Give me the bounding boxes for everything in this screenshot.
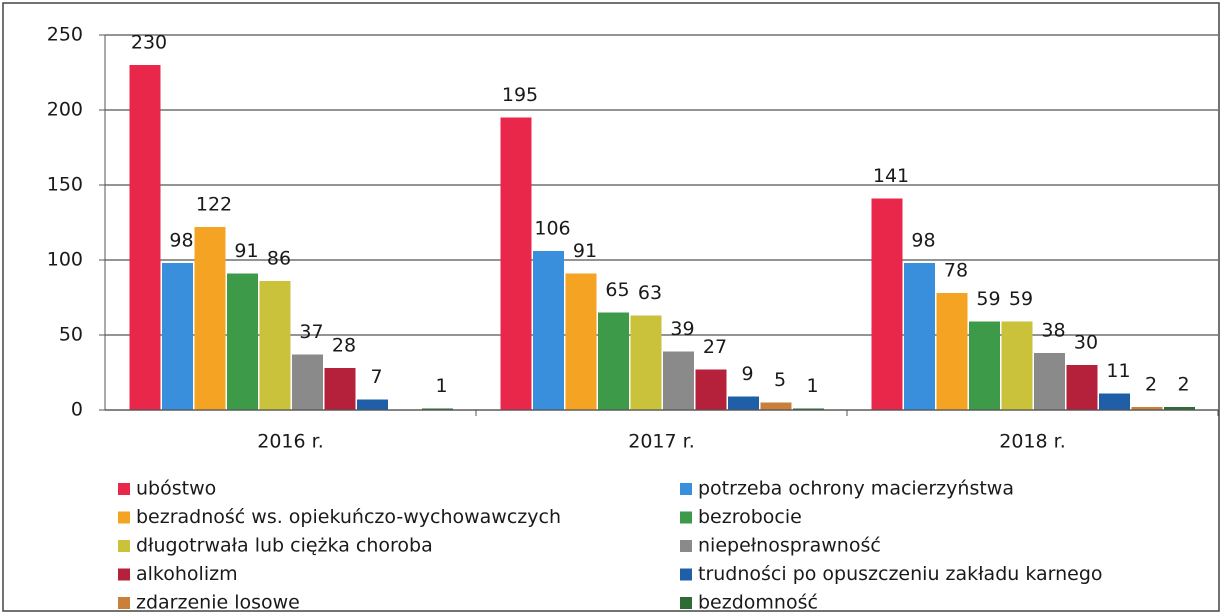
- data-label: 122: [196, 194, 232, 216]
- bar: [324, 368, 356, 410]
- data-label: 1: [435, 375, 447, 397]
- legend-label: bezdomność: [698, 592, 818, 614]
- bar: [533, 251, 564, 410]
- data-label: 141: [873, 165, 909, 187]
- bar: [357, 399, 388, 410]
- x-tick-label: 2017 r.: [628, 431, 695, 453]
- bar: [663, 351, 694, 410]
- bar: [1099, 393, 1130, 410]
- x-tick-label: 2016 r.: [257, 431, 324, 453]
- bar: [695, 369, 727, 410]
- bar: [162, 263, 193, 410]
- data-label: 39: [670, 318, 694, 340]
- legend-swatch: [680, 597, 692, 609]
- bar: [194, 227, 226, 410]
- legend-label: potrzeba ochrony macierzyństwa: [698, 478, 1014, 500]
- y-tick-label: 250: [47, 24, 83, 46]
- bar: [871, 198, 903, 410]
- bar: [129, 65, 161, 410]
- data-label: 78: [944, 260, 968, 282]
- legend-label: ubóstwo: [136, 478, 216, 500]
- legend-label: alkoholizm: [136, 563, 238, 585]
- legend-swatch: [118, 568, 130, 581]
- y-tick-label: 50: [59, 324, 83, 346]
- bar: [1001, 321, 1033, 410]
- bar: [969, 321, 1000, 410]
- legend-swatch: [118, 540, 130, 552]
- bar: [904, 263, 935, 410]
- data-label: 106: [534, 218, 570, 240]
- data-label: 65: [605, 279, 629, 301]
- legend-label: zdarzenie losowe: [136, 592, 300, 614]
- data-label: 59: [1009, 288, 1033, 310]
- bar: [565, 273, 597, 410]
- legend-label: niepełnosprawność: [698, 535, 881, 557]
- data-label: 37: [299, 321, 323, 343]
- legend-swatch: [680, 568, 692, 581]
- data-label: 1: [806, 375, 818, 397]
- bar: [598, 312, 629, 410]
- legend-swatch: [680, 483, 692, 495]
- bar: [1164, 407, 1195, 410]
- y-tick-label: 0: [71, 399, 83, 421]
- bar: [630, 315, 662, 410]
- legend-label: bezradność ws. opiekuńczo-wychowawczych: [136, 506, 561, 528]
- bar: [1066, 365, 1098, 410]
- legend-swatch: [118, 483, 130, 495]
- bar: [227, 273, 258, 410]
- y-tick-label: 100: [47, 249, 83, 271]
- data-label: 9: [741, 363, 753, 385]
- data-label: 63: [638, 282, 662, 304]
- data-label: 38: [1041, 320, 1065, 342]
- bar: [292, 354, 323, 410]
- data-label: 91: [234, 240, 258, 262]
- data-label: 27: [703, 336, 727, 358]
- data-label: 230: [131, 32, 167, 54]
- data-label: 91: [573, 240, 597, 262]
- bar: [1131, 407, 1163, 410]
- x-tick-label: 2018 r.: [999, 431, 1066, 453]
- data-label: 11: [1106, 360, 1130, 382]
- data-label: 7: [370, 366, 382, 388]
- y-tick-label: 200: [47, 99, 83, 121]
- bar: [422, 408, 453, 410]
- bar: [793, 408, 824, 410]
- data-label: 98: [911, 230, 935, 252]
- legend-swatch: [118, 597, 130, 609]
- data-label: 86: [267, 248, 291, 270]
- data-label: 59: [976, 288, 1000, 310]
- bar: [728, 396, 759, 410]
- data-label: 28: [332, 335, 356, 357]
- legend-label: trudności po opuszczeniu zakładu karnego: [698, 563, 1103, 585]
- legend-label: bezrobocie: [698, 506, 802, 528]
- legend-swatch: [680, 540, 692, 552]
- y-tick-label: 150: [47, 174, 83, 196]
- bar: [259, 281, 291, 410]
- data-label: 2: [1177, 374, 1189, 396]
- data-label: 5: [774, 369, 786, 391]
- data-label: 98: [169, 230, 193, 252]
- bar: [760, 402, 792, 410]
- legend-label: długotrwała lub ciężka choroba: [136, 535, 433, 557]
- bar: [936, 293, 968, 410]
- bar: [500, 117, 532, 410]
- data-label: 195: [502, 84, 538, 106]
- legend-swatch: [118, 511, 130, 524]
- bar: [1034, 353, 1065, 410]
- legend-swatch: [680, 511, 692, 524]
- data-label: 2: [1145, 374, 1157, 396]
- data-label: 30: [1074, 332, 1098, 354]
